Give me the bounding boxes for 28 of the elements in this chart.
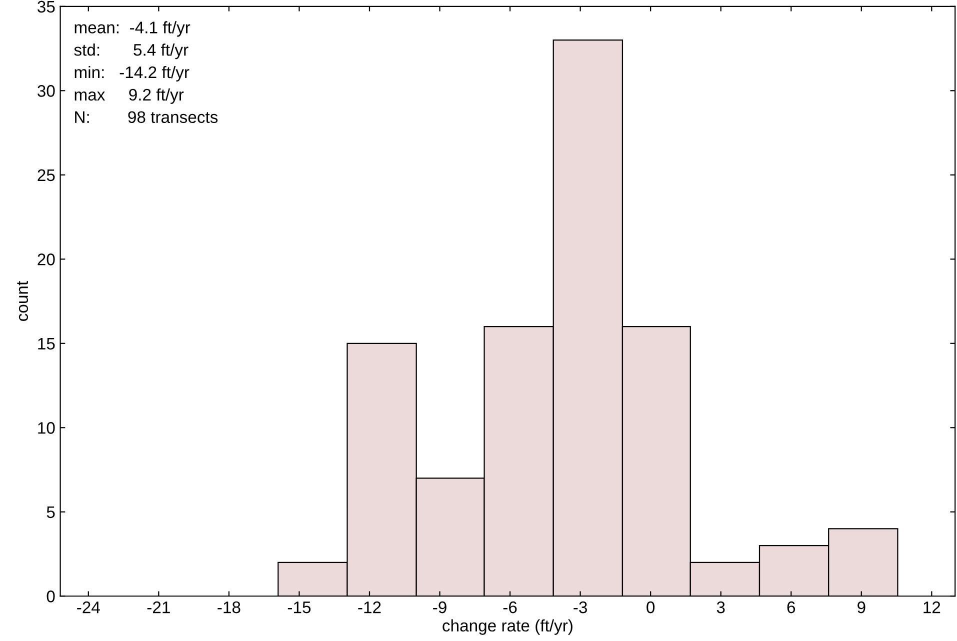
y-axis-title: count — [17, 281, 28, 321]
y-tick-label: 15 — [38, 338, 55, 350]
x-tick-label: -15 — [288, 602, 311, 614]
y-tick-label: 30 — [38, 85, 55, 97]
annotation: max 9.2 ft/yr — [74, 88, 184, 104]
x-tick-label: -6 — [503, 601, 517, 614]
x-tick-label: -9 — [433, 601, 446, 614]
x-tick-label: -18 — [218, 601, 240, 614]
x-tick-label: 6 — [787, 601, 796, 614]
y-tick-label: 0 — [46, 590, 55, 602]
x-tick-label: -24 — [77, 601, 100, 614]
x-tick-label: 0 — [646, 601, 655, 614]
y-tick-label: 25 — [38, 169, 55, 182]
annotation: min: -14.2 ft/yr — [74, 66, 190, 82]
y-tick-label: 20 — [38, 254, 55, 266]
annotation: N: 98 transects — [75, 111, 218, 124]
x-tick-label: 9 — [858, 601, 866, 614]
x-tick-label: 3 — [716, 601, 725, 614]
y-tick-label: 5 — [46, 506, 55, 518]
y-tick-label: 35 — [38, 0, 55, 13]
y-tick-label: 10 — [38, 422, 55, 434]
x-tick-label: -21 — [147, 601, 170, 614]
x-axis-title: change rate (ft/yr) — [442, 619, 572, 635]
x-tick-label: -12 — [358, 601, 381, 614]
x-tick-label: 12 — [924, 601, 940, 614]
annotation: mean: -4.1 ft/yr — [74, 21, 190, 37]
x-tick-label: -3 — [574, 601, 587, 614]
annotation: std: 5.4 ft/yr — [74, 44, 188, 60]
